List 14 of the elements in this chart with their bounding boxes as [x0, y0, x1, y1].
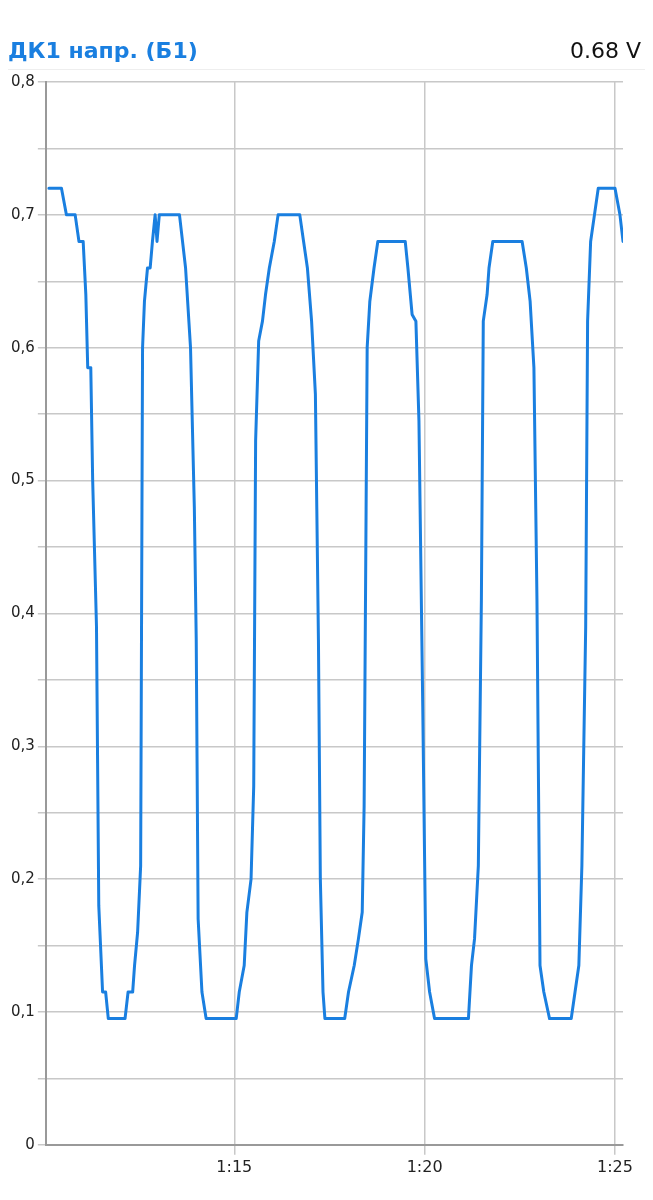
chart-title: ДК1 напр. (Б1) [8, 38, 198, 63]
y-tick-label: 0,3 [11, 736, 35, 755]
y-tick-label: 0,2 [11, 868, 35, 887]
chart-subtitle: 0.68 V [569, 38, 641, 63]
y-tick-label: 0,8 [11, 71, 35, 90]
y-tick-label: 0 [25, 1134, 35, 1153]
x-tick-label: 1:25 [597, 1156, 633, 1176]
y-tick-label: 0,5 [11, 470, 35, 489]
y-tick-label: 0,6 [11, 337, 35, 356]
y-tick-label: 0,7 [11, 204, 35, 223]
x-tick-label: 1:20 [406, 1156, 443, 1176]
y-tick-label: 0,4 [11, 603, 35, 622]
y-tick-label: 0,1 [11, 1001, 35, 1020]
x-tick-label: 1:15 [216, 1156, 253, 1176]
